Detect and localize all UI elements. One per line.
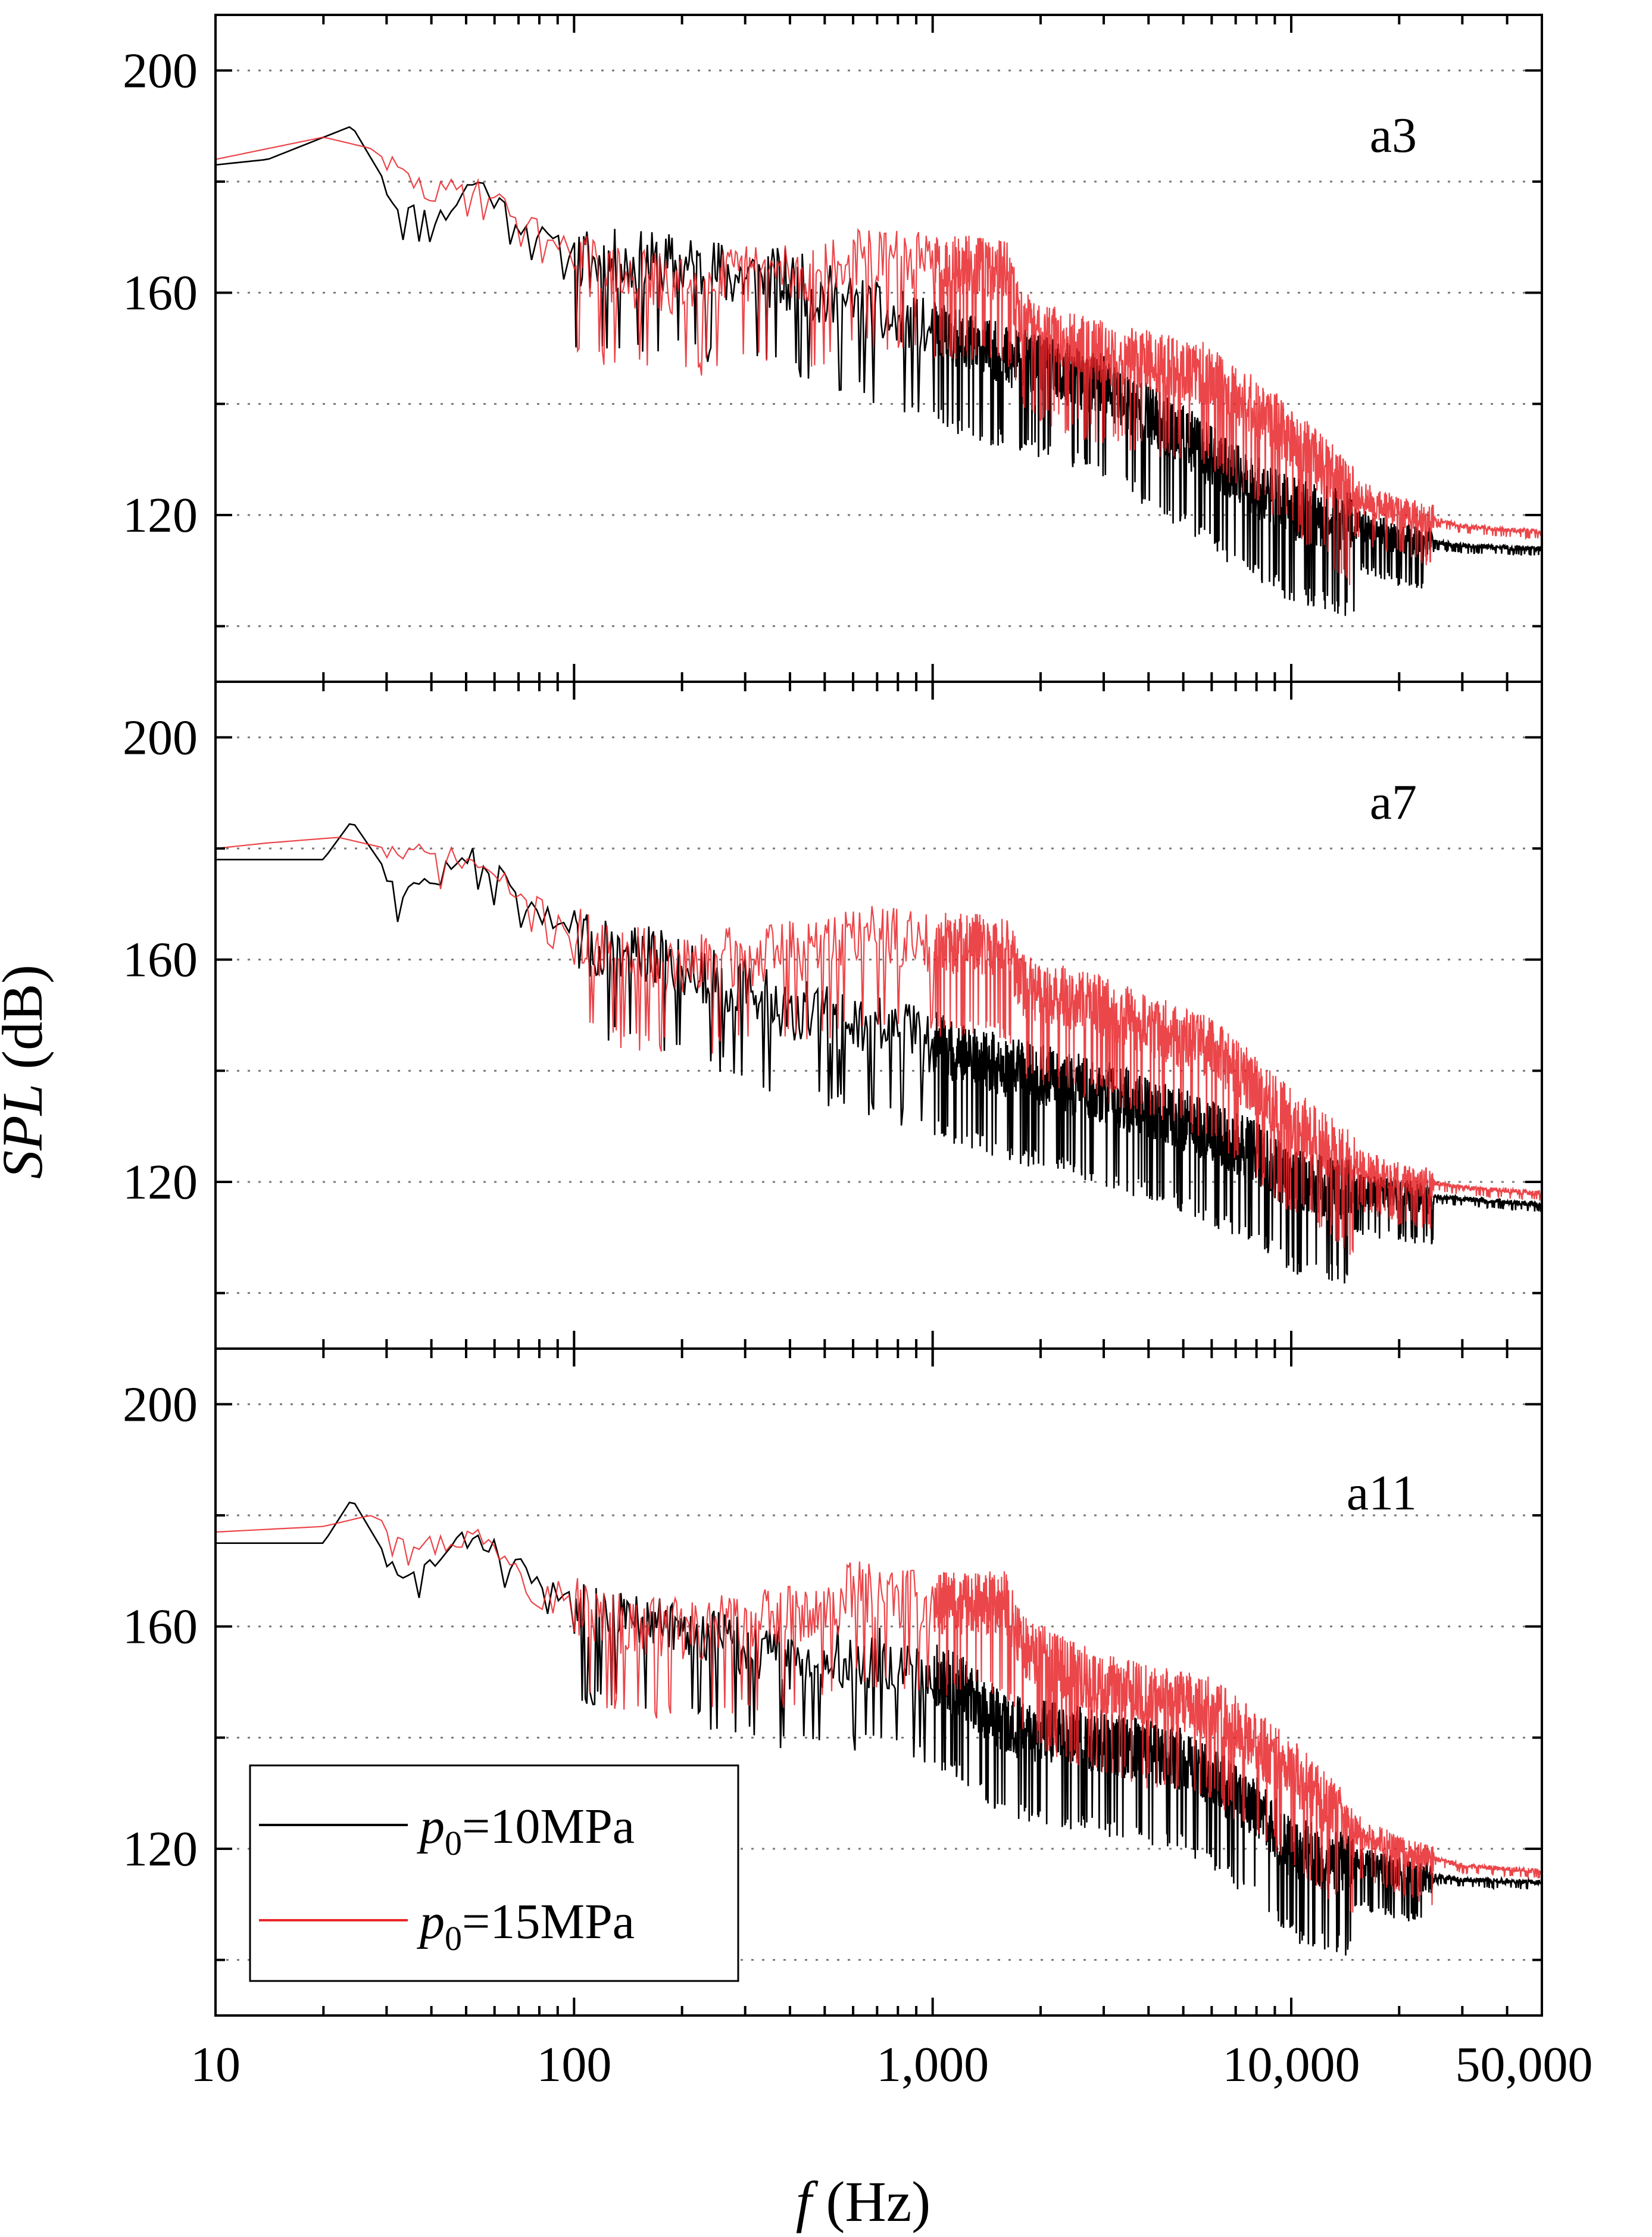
series-line-a11-10mpa	[216, 1501, 1542, 1956]
series-line-a3-10mpa	[216, 126, 1542, 616]
x-tick-label: 10	[191, 2037, 241, 2092]
y-axis-title-unit: (dB)	[0, 965, 54, 1069]
y-tick-label: 120	[123, 1821, 198, 1877]
panel-a11: 120 160 200 a11	[123, 1347, 1543, 2017]
panel-label: a3	[1370, 108, 1417, 163]
y-tick-label: 120	[123, 488, 198, 543]
panel-frame	[214, 14, 1543, 683]
y-tick-label: 200	[123, 1377, 198, 1432]
y-axis-title-var: SPL	[0, 1084, 54, 1179]
series-line-a11-15mpa	[216, 1515, 1542, 1913]
x-axis-title: f (Hz)	[796, 2170, 931, 2233]
panel-frame	[214, 1347, 1543, 2017]
y-tick-label: 200	[123, 710, 198, 765]
x-tick-label: 1,000	[876, 2037, 989, 2092]
x-axis-title-unit: (Hz)	[826, 2170, 930, 2233]
x-axis-title-unit	[811, 2170, 826, 2233]
panel-label: a11	[1347, 1465, 1417, 1521]
y-axis-title-unit	[0, 1069, 54, 1084]
y-tick-label: 200	[123, 43, 198, 98]
panel-a7: 120 160 200 a7	[123, 681, 1543, 1366]
panels-layer: 120 160 200 a3 120 160 200 a7 120 160 200 a11	[123, 14, 1543, 2017]
x-axis: 10 100 1,000 10,000 50,000	[191, 2037, 1593, 2092]
y-tick-label: 160	[123, 266, 198, 321]
x-tick-label: 50,000	[1456, 2037, 1593, 2092]
y-tick-label: 120	[123, 1155, 198, 1210]
series-line-a3-15mpa	[216, 136, 1542, 585]
series-line-a7-15mpa	[216, 837, 1542, 1255]
legend-label-15mpa: p0=15MPa	[417, 1894, 635, 1958]
legend-label-10mpa: p0=10MPa	[417, 1799, 635, 1862]
y-axis-title: SPL (dB)	[0, 965, 54, 1179]
x-tick-label: 100	[536, 2037, 611, 2092]
x-tick-label: 10,000	[1222, 2037, 1360, 2092]
y-tick-label: 160	[123, 932, 198, 988]
y-tick-label: 160	[123, 1599, 198, 1655]
series-line-a7-10mpa	[216, 823, 1542, 1284]
panel-a3: 120 160 200 a3	[123, 14, 1543, 700]
legend-box	[249, 1764, 739, 1982]
panel-label: a7	[1370, 775, 1417, 830]
legend: p0=10MPa p0=15MPa	[249, 1764, 739, 1982]
